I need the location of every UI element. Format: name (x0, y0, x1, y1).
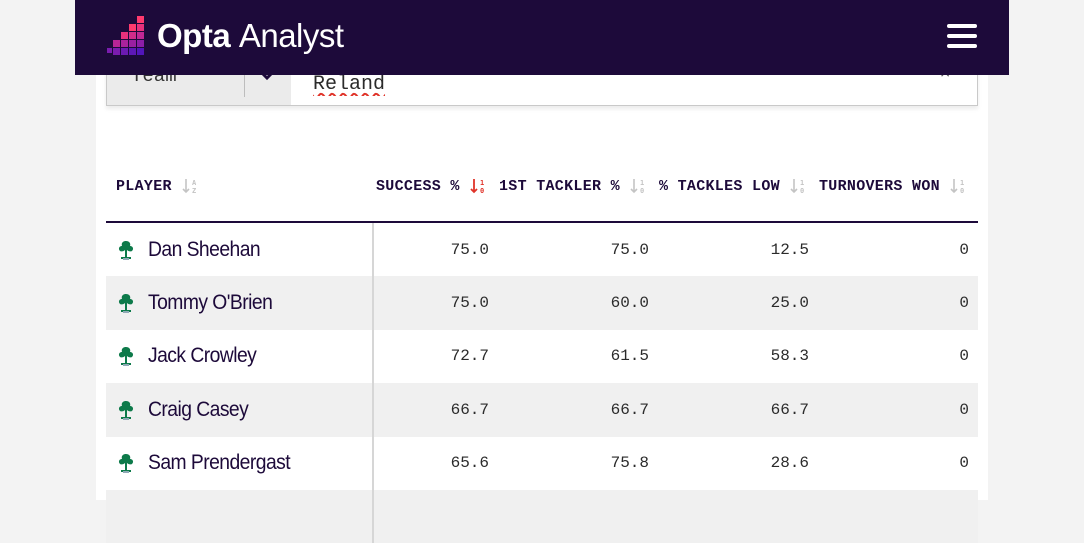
stat-cell-turnovers: 0 (959, 400, 969, 419)
sort-icon[interactable]: 1 0 (950, 177, 968, 195)
table-row: Dan Sheehan 75.0 75.0 12.5 0 (106, 223, 978, 277)
stat-cell-turnovers (106, 490, 969, 543)
svg-text:0: 0 (960, 187, 965, 195)
player-cell: Jack Crowley (106, 329, 374, 384)
svg-text:Z: Z (192, 187, 197, 195)
stat-cell-first-tackler: 75.0 (610, 240, 649, 259)
column-header-label: SUCCESS % (376, 177, 460, 195)
stat-cell-turnovers: 0 (959, 294, 969, 313)
stat-cell-success: 72.7 (450, 347, 489, 366)
sort-icon[interactable]: 1 0 (790, 177, 808, 195)
table-body: Dan Sheehan 75.0 75.0 12.5 0 Tommy O'Brien 75.… (106, 223, 978, 543)
table-row: Tommy O'Brien 75.0 60.0 25.0 0 (106, 276, 978, 330)
table-row (106, 489, 978, 543)
stat-cell-tackles-low: 66.7 (770, 400, 809, 419)
column-header-success[interactable]: SUCCESS % 1 0 (376, 177, 488, 196)
sort-icon[interactable]: A Z (182, 177, 200, 195)
table-row: Craig Casey 66.7 66.7 66.7 0 (106, 383, 978, 437)
team-crest-icon (118, 294, 134, 314)
team-crest-icon (118, 347, 134, 367)
team-crest-icon (118, 400, 134, 420)
stat-cell-tackles-low: 58.3 (770, 347, 809, 366)
svg-text:1: 1 (800, 179, 805, 187)
stat-cell-success: 66.7 (450, 400, 489, 419)
svg-text:0: 0 (480, 187, 485, 195)
logo-bold-text: Opta (157, 17, 231, 54)
column-header-label: TURNOVERS WON (819, 177, 940, 195)
player-cell: Craig Casey (106, 383, 374, 437)
hamburger-menu-icon[interactable] (947, 24, 977, 48)
stat-cell-first-tackler: 66.7 (610, 400, 649, 419)
svg-text:A: A (192, 179, 197, 187)
table-row: Sam Prendergast 65.6 75.8 28.6 0 (106, 436, 978, 490)
svg-text:1: 1 (480, 179, 485, 187)
table-row: Jack Crowley 72.7 61.5 58.3 0 (106, 329, 978, 384)
team-crest-icon (118, 454, 134, 474)
opta-analyst-logo[interactable]: Opta Analyst (107, 16, 344, 56)
svg-text:1: 1 (960, 179, 965, 187)
sort-desc-active-icon[interactable]: 1 0 (470, 177, 488, 195)
logo-mark-icon (107, 16, 144, 55)
stat-cell-tackles-low: 12.5 (770, 240, 809, 259)
column-header-label: 1ST TACKLER % (499, 177, 620, 195)
column-header-label: % TACKLES LOW (659, 177, 780, 195)
svg-text:0: 0 (800, 187, 805, 195)
player-name-link[interactable]: Tommy O'Brien (148, 291, 273, 315)
player-name-link[interactable]: Craig Casey (148, 397, 249, 421)
player-cell: Dan Sheehan (106, 223, 374, 277)
stat-cell-tackles-low: 25.0 (770, 294, 809, 313)
stat-cell-turnovers: 0 (959, 454, 969, 473)
stat-cell-success: 75.0 (450, 294, 489, 313)
player-name-link[interactable]: Dan Sheehan (148, 237, 261, 261)
stat-cell-first-tackler: 61.5 (610, 347, 649, 366)
player-cell: Tommy O'Brien (106, 276, 374, 330)
player-name-link[interactable]: Sam Prendergast (148, 451, 291, 475)
stat-cell-first-tackler: 60.0 (610, 294, 649, 313)
stat-cell-success: 75.0 (450, 240, 489, 259)
column-header-turnovers[interactable]: TURNOVERS WON 1 0 (819, 177, 968, 196)
stat-cell-tackles-low: 28.6 (770, 454, 809, 473)
player-cell: Sam Prendergast (106, 436, 374, 490)
stat-cell-turnovers: 0 (959, 347, 969, 366)
svg-text:1: 1 (640, 179, 645, 187)
select-divider (244, 61, 245, 97)
column-header-first-tackler[interactable]: 1ST TACKLER % 1 0 (499, 177, 648, 196)
svg-text:0: 0 (640, 187, 645, 195)
column-header-label: PLAYER (116, 177, 172, 195)
stat-cell-turnovers: 0 (959, 240, 969, 259)
logo-wordmark: Opta Analyst (157, 16, 344, 56)
column-header-tackles-low[interactable]: % TACKLES LOW 1 0 (659, 177, 808, 196)
logo-light-text: Analyst (238, 17, 344, 54)
team-crest-icon (118, 240, 134, 260)
site-header: Opta Analyst (75, 0, 1009, 75)
sort-icon[interactable]: 1 0 (630, 177, 648, 195)
player-stats-table: PLAYER A Z SUCCESS % 1 0 1ST TACKLER % 1… (106, 150, 978, 543)
stat-cell-first-tackler: 75.8 (610, 454, 649, 473)
column-header-player[interactable]: PLAYER A Z (116, 177, 200, 196)
player-name-link[interactable]: Jack Crowley (148, 344, 257, 368)
stat-cell-success: 65.6 (450, 454, 489, 473)
table-header: PLAYER A Z SUCCESS % 1 0 1ST TACKLER % 1… (106, 150, 978, 223)
